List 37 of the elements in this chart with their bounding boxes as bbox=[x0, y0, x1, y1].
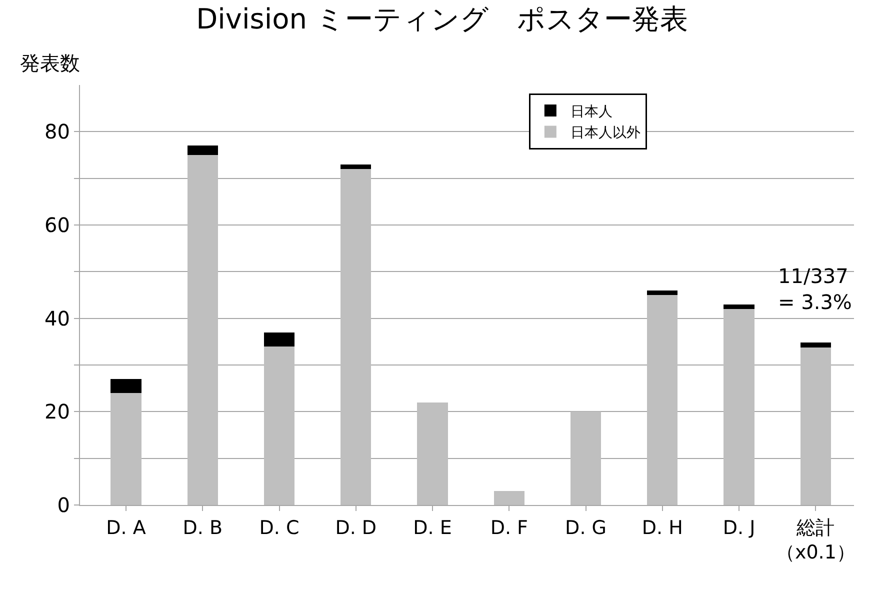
y-tick-label: 40 bbox=[44, 306, 70, 330]
x-tick-label: D. E bbox=[413, 516, 452, 539]
x-tick-label: D. F bbox=[490, 516, 528, 539]
x-tick-label: D. G bbox=[565, 516, 606, 539]
bar bbox=[187, 155, 218, 505]
chart-title: Division ミーティング ポスター発表 bbox=[196, 2, 688, 36]
bar bbox=[340, 164, 372, 169]
bar bbox=[570, 412, 602, 505]
x-tick-label: D. B bbox=[182, 516, 222, 539]
bar bbox=[800, 348, 832, 505]
bar bbox=[110, 393, 142, 505]
bar bbox=[264, 332, 295, 346]
bar bbox=[187, 146, 218, 155]
x-tick-label: D. H bbox=[642, 516, 683, 539]
y-tick-label: 60 bbox=[44, 213, 70, 237]
bar bbox=[647, 290, 678, 295]
bar bbox=[417, 402, 448, 505]
bar bbox=[110, 379, 142, 393]
y-tick-label: 80 bbox=[44, 120, 70, 144]
bar bbox=[724, 309, 754, 505]
x-tick-label: 総計（x0.1） bbox=[776, 516, 856, 564]
legend-label: 日本人 bbox=[570, 104, 612, 120]
x-tick-label: D. D bbox=[335, 516, 377, 539]
x-tick-label: D. J bbox=[722, 516, 756, 539]
y-axis-title: 発表数 bbox=[20, 51, 80, 75]
annotation: 11/337 = 3.3% bbox=[778, 264, 852, 314]
bar bbox=[340, 169, 372, 505]
x-tick-label: D. A bbox=[106, 516, 146, 539]
bar bbox=[494, 491, 524, 505]
bar bbox=[800, 342, 832, 348]
y-tick-label: 0 bbox=[57, 493, 70, 517]
x-tick-label: D. C bbox=[259, 516, 300, 539]
bar bbox=[724, 304, 754, 309]
legend-label: 日本人以外 bbox=[570, 125, 640, 142]
bar bbox=[647, 295, 678, 505]
y-tick-label: 20 bbox=[44, 400, 70, 424]
bar bbox=[264, 346, 295, 505]
